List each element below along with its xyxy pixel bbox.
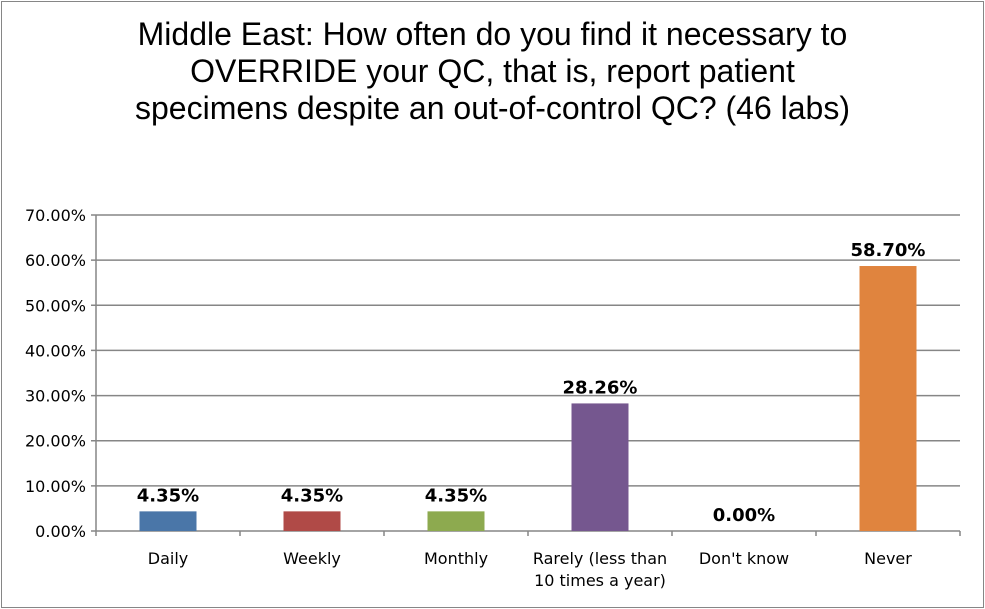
data-label: 0.00% bbox=[713, 505, 775, 526]
bar-2 bbox=[427, 511, 485, 531]
data-label: 4.35% bbox=[281, 485, 343, 506]
y-tick-label: 70.00% bbox=[25, 206, 86, 225]
x-tick-label: Never bbox=[864, 549, 912, 568]
data-label: 58.70% bbox=[851, 240, 926, 261]
data-label: 28.26% bbox=[563, 377, 638, 398]
x-tick-label: Don't know bbox=[699, 549, 789, 568]
y-tick-label: 60.00% bbox=[25, 251, 86, 270]
x-tick-label: Weekly bbox=[283, 549, 341, 568]
bar-0 bbox=[139, 511, 197, 531]
bar-1 bbox=[283, 511, 341, 531]
y-tick-label: 20.00% bbox=[25, 432, 86, 451]
data-label: 4.35% bbox=[137, 485, 199, 506]
chart-title: Middle East: How often do you find it ne… bbox=[134, 16, 850, 126]
bar-3 bbox=[571, 403, 629, 531]
y-tick-label: 50.00% bbox=[25, 296, 86, 315]
data-label: 4.35% bbox=[425, 485, 487, 506]
bar-5 bbox=[859, 266, 917, 531]
x-tick-label: Daily bbox=[148, 549, 188, 568]
x-tick-label: Rarely (less than bbox=[533, 549, 667, 568]
x-tick-label: 10 times a year) bbox=[534, 571, 666, 590]
x-tick-label: Monthly bbox=[424, 549, 488, 568]
y-tick-label: 40.00% bbox=[25, 341, 86, 360]
y-tick-label: 30.00% bbox=[25, 387, 86, 406]
y-tick-label: 10.00% bbox=[25, 477, 86, 496]
y-tick-label: 0.00% bbox=[35, 522, 86, 541]
